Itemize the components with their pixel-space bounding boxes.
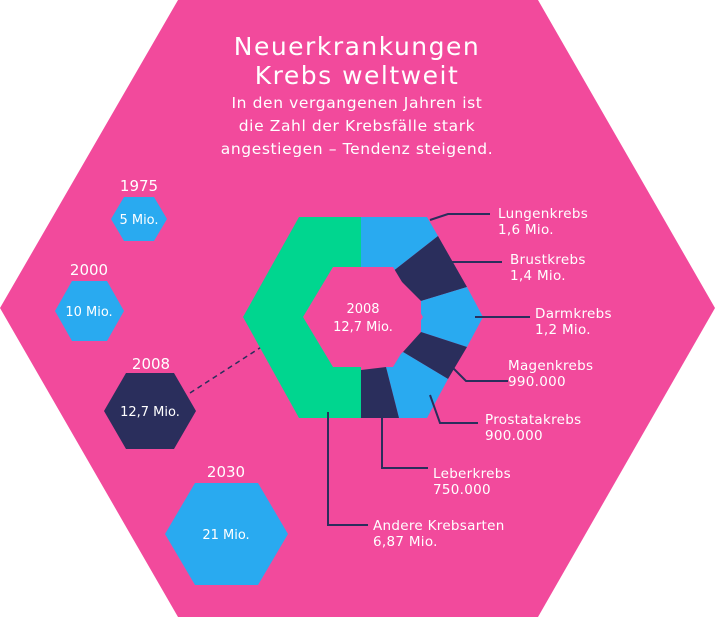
value-label-2000: 10 Mio. [65, 305, 112, 320]
year-label-2008: 2008 [132, 355, 170, 373]
label-leberkrebs-name: Leberkrebs [433, 466, 511, 482]
subtitle-line-1: In den vergangenen Jahren ist [232, 94, 483, 112]
ring-segment-magenkrebs [403, 332, 467, 379]
leader-line-andere-krebsarten [327, 412, 368, 526]
label-magenkrebs-value: 990.000 [508, 374, 566, 390]
label-andere-krebsarten-name: Andere Krebsarten [373, 518, 505, 534]
hexagon-1975 [111, 197, 167, 241]
label-darmkrebs-value: 1,2 Mio. [535, 322, 591, 338]
ring-segment-leberkrebs [361, 367, 399, 418]
leader-line-lungenkrebs [429, 213, 490, 221]
title-line-2: Krebs weltweit [255, 61, 460, 90]
ring-segment-lungenkrebs [361, 217, 438, 272]
title-line-1: Neuerkrankungen [234, 32, 481, 61]
label-prostatakrebs-value: 900.000 [485, 428, 543, 444]
ring-segment-brustkrebs [392, 236, 467, 301]
center-value: 12,7 Mio. [333, 320, 393, 335]
label-andere-krebsarten-value: 6,87 Mio. [373, 534, 438, 550]
leader-line-prostatakrebs [429, 394, 478, 424]
subtitle-line-2: die Zahl der Krebsfälle stark [239, 117, 476, 135]
hexagon-2000 [55, 281, 124, 341]
value-label-2030: 21 Mio. [202, 528, 249, 543]
leader-line-leberkrebs [381, 418, 428, 469]
label-brustkrebs-value: 1,4 Mio. [510, 268, 566, 284]
hexagon-2008 [104, 373, 196, 449]
ring-center-hexagon [303, 267, 423, 367]
center-year: 2008 [346, 302, 379, 317]
year-label-2030: 2030 [207, 463, 245, 481]
subtitle-line-3: angestiegen – Tendenz steigend. [221, 140, 494, 158]
label-brustkrebs-name: Brustkrebs [510, 252, 586, 268]
label-darmkrebs-name: Darmkrebs [535, 306, 612, 322]
year-label-2000: 2000 [70, 261, 108, 279]
value-label-2008: 12,7 Mio. [120, 405, 180, 420]
leader-line-magenkrebs [451, 366, 508, 382]
label-lungenkrebs-name: Lungenkrebs [498, 206, 588, 222]
year-label-1975: 1975 [120, 177, 158, 195]
ring-segment-andere-krebsarten [243, 217, 361, 418]
label-lungenkrebs-value: 1,6 Mio. [498, 222, 554, 238]
label-magenkrebs-name: Magenkrebs [508, 358, 593, 374]
label-prostatakrebs-name: Prostatakrebs [485, 412, 581, 428]
label-leberkrebs-value: 750.000 [433, 482, 491, 498]
hexagon-2030 [165, 483, 288, 585]
value-label-1975: 5 Mio. [119, 213, 158, 228]
ring-segment-darmkrebs [421, 287, 483, 347]
